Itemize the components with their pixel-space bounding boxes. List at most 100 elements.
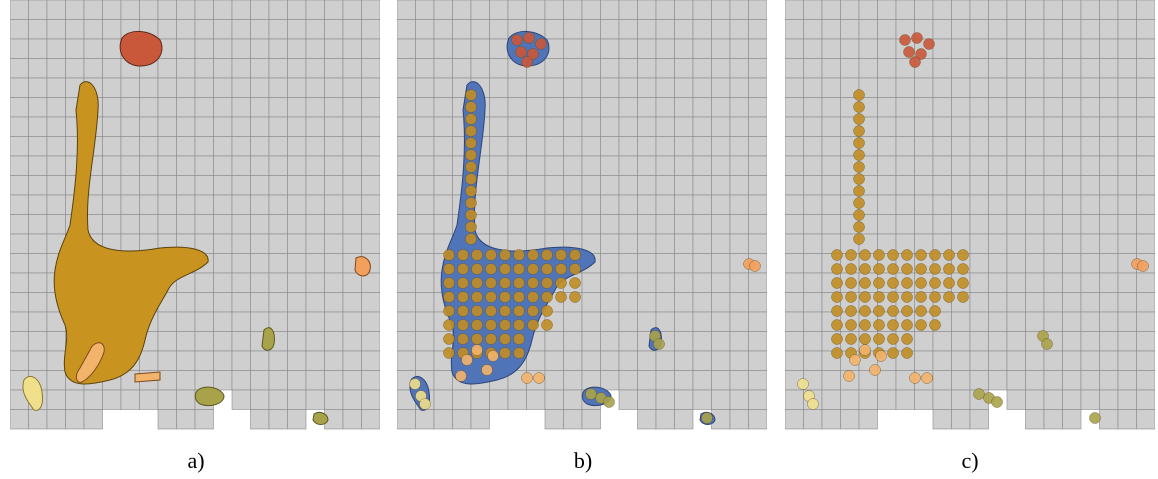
grid-cell [932,214,952,235]
grid-cell [526,389,546,410]
sample-point [845,305,857,317]
grid-cell [600,77,620,98]
grid-cell [397,175,416,196]
sample-point [909,372,921,384]
sample-point [443,305,455,317]
grid-cell [785,389,804,410]
grid-cell [157,331,177,352]
grid-cell [969,155,989,176]
grid-cell [544,214,564,235]
grid-cell [692,272,712,293]
grid-cell [711,389,731,410]
grid-cell [655,19,675,40]
sample-point [527,277,539,289]
grid-cell [83,19,103,40]
grid-cell [397,350,416,371]
grid-cell [951,311,971,332]
grid-cell [951,175,971,196]
grid-cell [1080,253,1100,274]
grid-cell [803,350,823,371]
grid-cell [46,116,66,137]
grid-cell [139,155,159,176]
grid-cell [65,19,85,40]
grid-cell [28,253,48,274]
grid-cell [674,19,694,40]
grid-cell [600,350,620,371]
grid-cell [433,58,453,79]
grid-cell [951,155,971,176]
grid-cell [932,389,952,410]
sample-point [541,319,553,331]
grid-cell [618,350,638,371]
grid-cell [1043,116,1063,137]
grid-cell [748,292,767,313]
grid-cell [785,409,804,430]
grid-cell [194,409,214,430]
grid-cell [932,331,952,352]
sample-point [923,38,935,50]
grid-cell [287,389,307,410]
grid-cell [231,350,251,371]
sample-point [555,291,567,303]
grid-cell [361,19,380,40]
grid-cell [102,214,122,235]
sample-point [499,277,511,289]
grid-cell [692,331,712,352]
grid-cell [1062,136,1082,157]
grid-cell [1117,38,1137,59]
sample-point [943,249,955,261]
grid-cell [729,97,749,118]
grid-cell [46,331,66,352]
grid-cell [988,253,1008,274]
sample-point [859,263,871,275]
grid-cell [600,292,620,313]
sample-point [915,263,927,275]
grid-cell [803,175,823,196]
grid-cell [194,19,214,40]
grid-cell [729,409,749,430]
grid-cell [1043,0,1063,20]
grid-cell [988,233,1008,254]
grid-cell [748,409,767,430]
grid-cell [120,97,140,118]
grid-cell [324,292,344,313]
grid-cell [877,97,897,118]
grid-cell [1062,116,1082,137]
grid-cell [287,58,307,79]
grid-cell [729,331,749,352]
sample-point [929,263,941,275]
grid-cell [711,233,731,254]
panel-a-olive-zone-1 [194,386,225,407]
grid-cell [194,350,214,371]
grid-cell [268,233,288,254]
grid-cell [618,116,638,137]
grid-cell [305,175,325,196]
sample-point [843,370,855,382]
sample-point [443,277,455,289]
grid-cell [324,389,344,410]
grid-cell [785,350,804,371]
grid-cell [748,116,767,137]
grid-cell [10,253,29,274]
grid-cell [1136,58,1155,79]
grid-cell [1136,233,1155,254]
grid-cell [361,214,380,235]
grid-cell [1099,19,1119,40]
grid-cell [287,155,307,176]
sample-point [513,333,525,345]
grid-cell [877,0,897,20]
grid-cell [655,155,675,176]
grid-cell [433,0,453,20]
grid-cell [250,233,270,254]
grid-cell [600,0,620,20]
sample-point [807,398,819,410]
grid-cell [600,370,620,391]
grid-cell [139,0,159,20]
grid-cell [1025,77,1045,98]
grid-cell [1062,253,1082,274]
grid-cell [969,409,989,430]
grid-cell [748,175,767,196]
grid-cell [507,194,527,215]
grid-cell [10,331,29,352]
grid-cell [10,272,29,293]
